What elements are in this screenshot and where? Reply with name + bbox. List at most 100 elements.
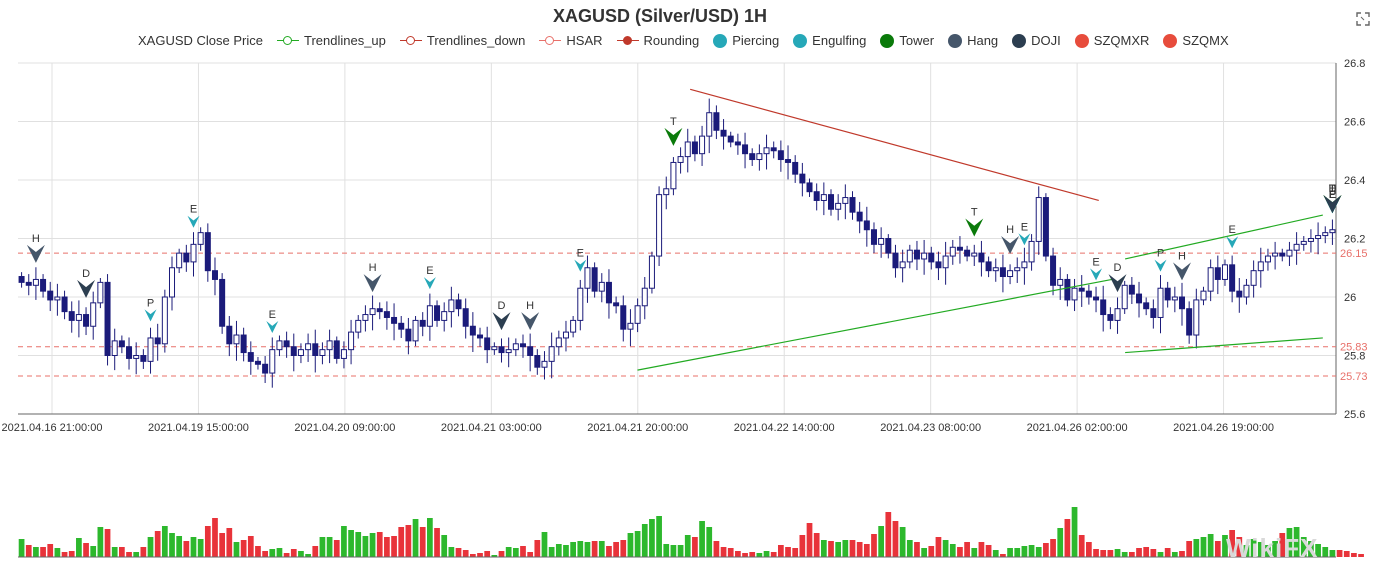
candle-body bbox=[369, 308, 376, 316]
candle-body bbox=[1143, 302, 1150, 310]
candle-body bbox=[1014, 267, 1021, 272]
volume-bars bbox=[18, 507, 1364, 557]
legend-item-hsar[interactable]: HSAR bbox=[539, 33, 603, 48]
pattern-label: P bbox=[1329, 189, 1336, 201]
volume-bar bbox=[1021, 546, 1028, 557]
legend-label: Hang bbox=[967, 33, 999, 48]
candle-body bbox=[1221, 264, 1228, 280]
legend-item-trendlines-up[interactable]: Trendlines_up bbox=[276, 33, 386, 48]
volume-bar bbox=[906, 540, 913, 557]
legend-item-rounding[interactable]: Rounding bbox=[616, 33, 699, 48]
volume-bar bbox=[1186, 541, 1193, 557]
candle-body bbox=[154, 337, 161, 345]
volume-bar bbox=[541, 532, 548, 557]
y-tick-label: 26 bbox=[1344, 292, 1356, 304]
candle-body bbox=[247, 352, 254, 362]
volume-bar bbox=[1028, 545, 1035, 557]
legend-item-tower[interactable]: Tower bbox=[880, 33, 934, 48]
candle-body bbox=[1085, 290, 1092, 298]
volume-bar bbox=[1214, 541, 1221, 557]
candle-body bbox=[1121, 284, 1128, 310]
volume-bar bbox=[1200, 537, 1207, 557]
candle-body bbox=[1300, 240, 1307, 245]
candle-body bbox=[777, 150, 784, 161]
candle-body bbox=[512, 343, 519, 351]
volume-bar bbox=[1236, 537, 1243, 557]
volume-bar bbox=[190, 537, 197, 557]
volume-bar bbox=[928, 546, 935, 557]
pattern-label: D bbox=[1114, 262, 1122, 274]
x-tick-label: 2021.04.20 09:00:00 bbox=[294, 422, 395, 434]
candle-body bbox=[813, 191, 820, 201]
volume-bar bbox=[706, 527, 713, 557]
pattern-arrow bbox=[363, 274, 382, 293]
pattern-arrow bbox=[521, 312, 540, 331]
volume-bar bbox=[226, 528, 233, 557]
candle-body bbox=[283, 340, 290, 348]
candle-body bbox=[670, 161, 677, 190]
candle-body bbox=[577, 287, 584, 321]
candle-body bbox=[591, 267, 598, 292]
candle-body bbox=[190, 243, 197, 263]
legend-item-engulfing[interactable]: Engulfing bbox=[793, 33, 866, 48]
volume-bar bbox=[455, 548, 462, 557]
volume-bar bbox=[61, 552, 68, 557]
legend-item-szqmx[interactable]: SZQMX bbox=[1163, 33, 1229, 48]
legend-item-doji[interactable]: DOJI bbox=[1012, 33, 1061, 48]
volume-bar bbox=[505, 547, 512, 557]
candle-body bbox=[90, 302, 97, 327]
legend-item-trendlines-down[interactable]: Trendlines_down bbox=[399, 33, 525, 48]
candle-body bbox=[1050, 255, 1057, 286]
legend-item-szqmxr[interactable]: SZQMXR bbox=[1074, 33, 1149, 48]
pattern-arrow bbox=[1154, 259, 1167, 272]
legend-label: Tower bbox=[899, 33, 935, 48]
candle-body bbox=[111, 340, 118, 356]
candle-body bbox=[126, 346, 133, 359]
legend: XAGUSD Close Price Trendlines_up Trendline… bbox=[138, 33, 1229, 48]
candle-body bbox=[849, 197, 856, 213]
volume-bar bbox=[1157, 552, 1164, 557]
volume-bar bbox=[1229, 530, 1236, 557]
candle-body bbox=[462, 308, 469, 327]
pattern-marker-engulfing: E bbox=[266, 309, 279, 334]
legend-item-xagusd-close-price[interactable]: XAGUSD Close Price bbox=[138, 33, 263, 48]
volume-bar bbox=[126, 552, 132, 557]
fullscreen-icon[interactable] bbox=[1356, 12, 1370, 26]
candle-body bbox=[176, 252, 183, 269]
legend-item-hang[interactable]: Hang bbox=[948, 33, 998, 48]
legend-swatch bbox=[539, 35, 562, 47]
candle-body bbox=[290, 346, 297, 357]
candle-body bbox=[75, 314, 82, 321]
pattern-arrow bbox=[1001, 236, 1020, 255]
candle-body bbox=[1071, 287, 1078, 301]
legend-item-piercing[interactable]: Piercing bbox=[713, 33, 779, 48]
volume-bar bbox=[777, 545, 784, 557]
candle-body bbox=[391, 316, 398, 324]
candle-body bbox=[226, 325, 233, 345]
candle-body bbox=[978, 252, 985, 263]
volume-bar bbox=[1100, 550, 1107, 557]
candle-body bbox=[254, 360, 261, 365]
y-tick-label: 26.4 bbox=[1344, 175, 1365, 187]
pattern-label: D bbox=[498, 300, 506, 312]
volume-bar bbox=[1272, 541, 1278, 557]
volume-bar bbox=[262, 551, 268, 557]
candle-body bbox=[992, 267, 999, 272]
candle-body bbox=[964, 249, 971, 257]
volume-bar bbox=[233, 542, 240, 557]
pattern-arrow bbox=[965, 218, 984, 237]
candle-body bbox=[1293, 243, 1300, 251]
volume-bar bbox=[663, 544, 670, 557]
volume-bar bbox=[477, 553, 483, 557]
pattern-marker-hang: H bbox=[26, 233, 45, 263]
legend-label: Piercing bbox=[732, 33, 780, 48]
volume-bar bbox=[362, 536, 369, 557]
volume-bar bbox=[885, 512, 892, 557]
volume-bar bbox=[1050, 539, 1056, 557]
candle-body bbox=[477, 334, 484, 339]
legend-swatch bbox=[1163, 33, 1178, 48]
candle-body bbox=[383, 311, 390, 318]
candle-body bbox=[25, 281, 32, 286]
candle-body bbox=[1078, 287, 1085, 292]
volume-bar bbox=[591, 541, 598, 557]
